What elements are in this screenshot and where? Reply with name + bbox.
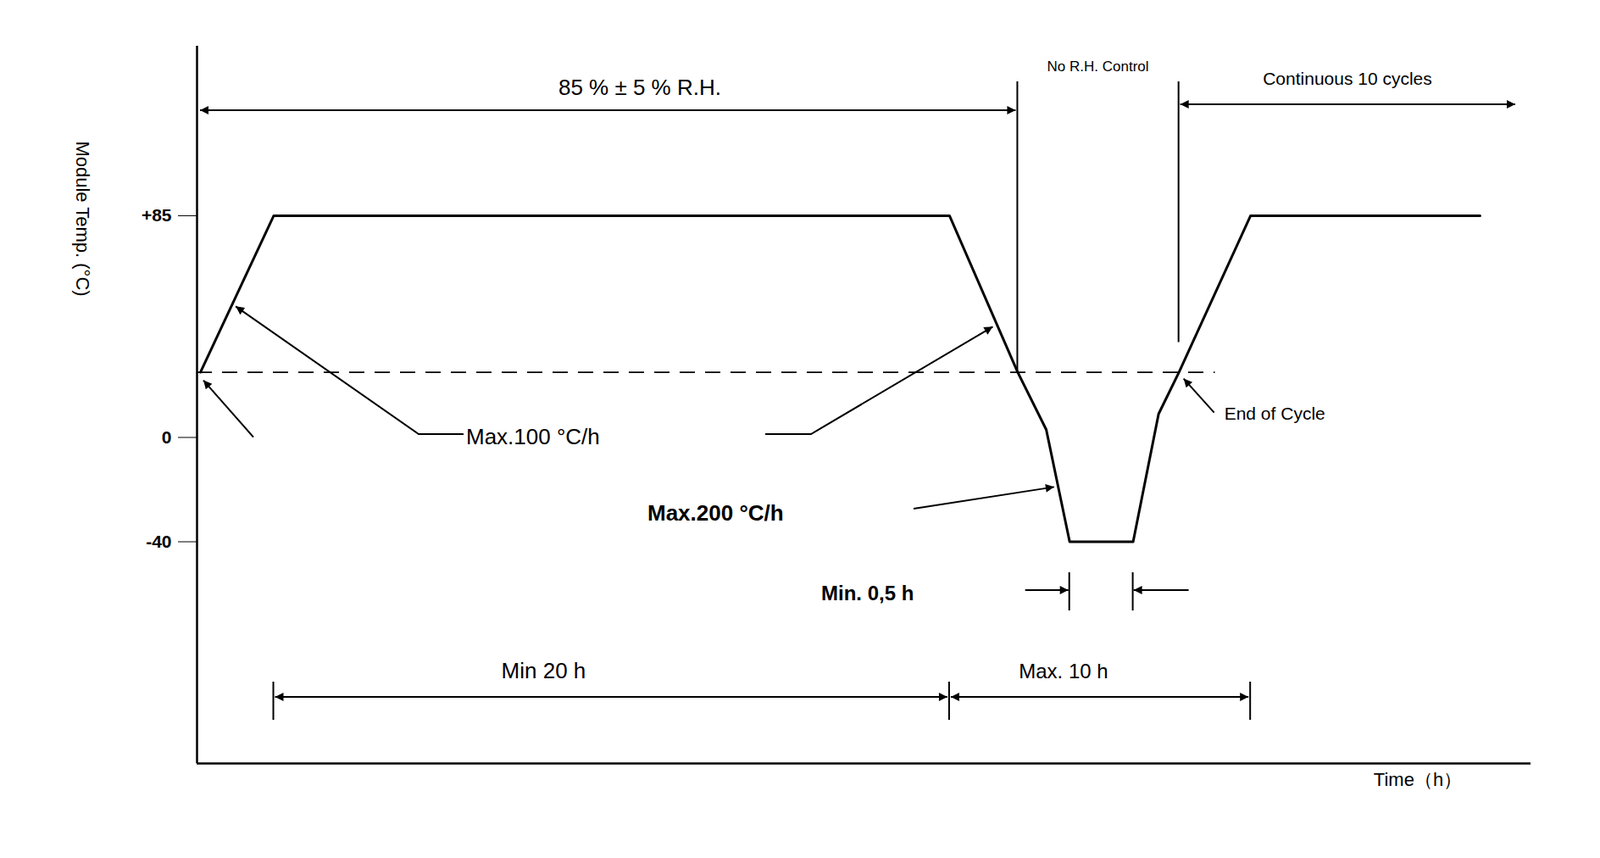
svg-text:Continuous 10 cycles: Continuous 10 cycles <box>1262 68 1433 89</box>
svg-text:Max. 10 h: Max. 10 h <box>1018 659 1108 683</box>
svg-text:+85: +85 <box>141 205 173 225</box>
svg-text:Max.200 °C/h: Max.200 °C/h <box>647 500 784 526</box>
svg-text:No R.H. Control: No R.H. Control <box>1047 58 1150 75</box>
svg-text:Max.100 °C/h: Max.100 °C/h <box>466 423 600 450</box>
svg-text:Time（h）: Time（h） <box>1373 768 1462 790</box>
svg-text:Module Temp. (°C): Module Temp. (°C) <box>72 140 94 296</box>
svg-text:-40: -40 <box>145 531 172 551</box>
svg-text:0: 0 <box>161 427 173 447</box>
svg-text:Min. 0,5 h: Min. 0,5 h <box>821 581 914 605</box>
svg-text:End of Cycle: End of Cycle <box>1224 403 1326 423</box>
svg-text:85 % ± 5 % R.H.: 85 % ± 5 % R.H. <box>558 74 722 100</box>
svg-text:Min 20 h: Min 20 h <box>501 657 587 684</box>
